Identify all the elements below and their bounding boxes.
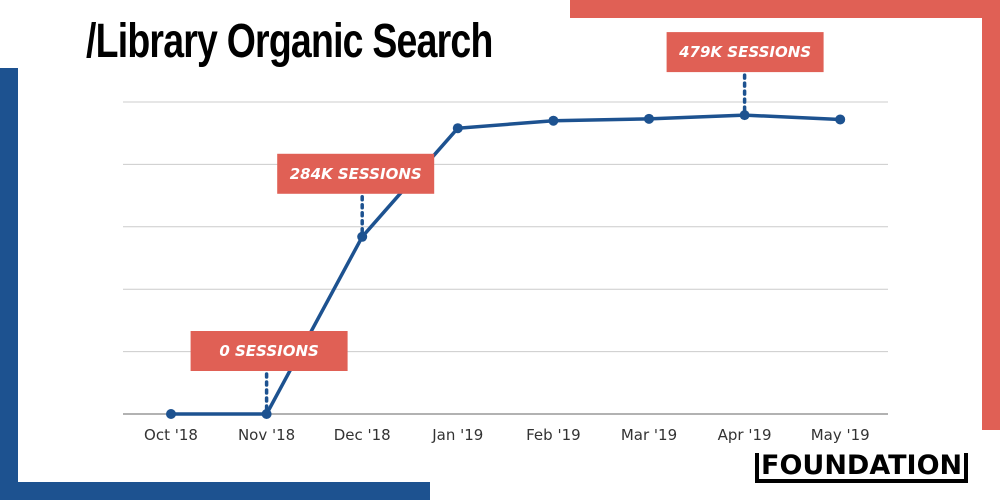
x-tick-label: Jan '19 — [431, 426, 483, 444]
foundation-logo: FOUNDATION — [755, 452, 969, 483]
x-tick-label: Nov '18 — [238, 426, 295, 444]
annotation-box — [277, 153, 435, 194]
series-line — [171, 113, 841, 416]
red-frame-top — [570, 0, 1000, 18]
x-tick-label: Oct '18 — [144, 426, 198, 444]
data-point — [739, 110, 750, 121]
blue-frame-bottom — [0, 482, 430, 500]
data-point — [644, 113, 654, 124]
x-tick-label: Dec '18 — [334, 426, 391, 444]
blue-frame-left — [0, 68, 18, 500]
data-point — [835, 114, 846, 125]
x-tick-label: Feb '19 — [526, 426, 581, 444]
red-frame-right — [982, 0, 1000, 430]
annotation-label: 479K SESSIONS — [678, 43, 811, 61]
data-point — [452, 123, 463, 134]
annotation-box — [190, 331, 348, 371]
data-point — [166, 409, 176, 419]
annotation-label: 0 SESSIONS — [219, 342, 318, 360]
annotation-box — [666, 32, 824, 73]
x-tick-label: May '19 — [811, 426, 870, 444]
data-point — [261, 409, 272, 419]
x-tick-label: Mar '19 — [621, 426, 677, 444]
x-tick-label: Apr '19 — [718, 426, 772, 444]
chart-title: /Library Organic Search — [86, 15, 493, 68]
data-point — [357, 231, 368, 242]
data-point — [548, 115, 559, 126]
annotation-label: 284K SESSIONS — [290, 165, 422, 183]
